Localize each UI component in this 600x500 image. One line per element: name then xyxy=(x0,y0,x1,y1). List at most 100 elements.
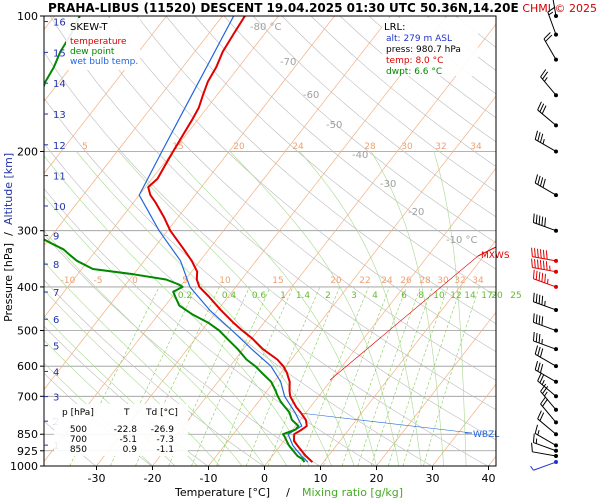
dry-adiabat-label: -30 xyxy=(380,179,396,190)
series-line-wet-bulb-temp xyxy=(138,16,309,463)
mixing-ratio-label: 1 xyxy=(280,291,286,301)
altitude-tick-label: 9 xyxy=(53,231,59,242)
wind-barb-feather xyxy=(534,174,539,184)
legend: SKEW-T temperature dew point wet bulb te… xyxy=(66,18,140,70)
wind-barb-feather xyxy=(537,410,542,420)
moist-adiabat-line xyxy=(44,289,220,466)
x-tick-label: 40 xyxy=(482,472,496,485)
table-row: 850 0.9 -1.1 xyxy=(70,445,174,455)
altitude-tick-label: 13 xyxy=(53,110,66,121)
mixing-ratio-line xyxy=(191,286,271,466)
isotherm-label: 15 xyxy=(272,276,283,286)
wind-barb xyxy=(532,292,558,312)
mixing-ratio-label: 0.2 xyxy=(178,291,192,301)
wind-barb-feather xyxy=(534,424,539,434)
wind-barb-feather xyxy=(541,216,544,226)
x-axis-title-temperature: Temperature [°C] xyxy=(174,486,270,499)
isotherm-label: 34 xyxy=(472,276,484,286)
copyright: CHMI © 2025 xyxy=(522,2,597,15)
dry-adiabat-label: -60 xyxy=(303,90,319,101)
wind-barb xyxy=(540,383,558,412)
wind-barb-feather xyxy=(547,6,556,13)
isotherm-label: 24 xyxy=(381,276,393,286)
wind-barb-staff xyxy=(534,353,557,367)
lrl-heading: LRL: xyxy=(384,22,405,33)
wind-barb-feather xyxy=(540,69,547,78)
wind-barb-staff xyxy=(534,432,557,446)
wind-barb-feather xyxy=(538,271,541,281)
x-tick-label: 20 xyxy=(370,472,384,485)
wind-barb-staff xyxy=(540,391,557,411)
wind-barb-staff xyxy=(533,461,557,471)
x-tick-label: -20 xyxy=(144,472,162,485)
wind-barb-feather xyxy=(545,34,553,42)
lrl-pressure: press: 980.7 hPa xyxy=(386,45,461,55)
mixing-ratio-line xyxy=(402,286,462,466)
wind-barb-feather xyxy=(539,260,542,270)
wind-barb-feather xyxy=(531,442,533,452)
lrl-dewpoint: dwpt: 6.6 °C xyxy=(386,67,442,77)
wind-barb-feather xyxy=(532,313,535,323)
wind-barb-feather xyxy=(538,294,541,304)
dry-adiabat-line xyxy=(44,188,376,466)
isotherm-label: 32 xyxy=(454,276,465,286)
mixing-ratio-label: 6 xyxy=(401,291,407,301)
x-tick-label: 30 xyxy=(426,472,440,485)
wind-barb-feather xyxy=(539,177,544,187)
dry-adiabat-line xyxy=(252,16,496,218)
y-tick-label: 700 xyxy=(17,390,38,403)
mixing-ratio-label: 4 xyxy=(372,291,378,301)
isotherm-line xyxy=(152,23,496,466)
lrl-temperature: temp: 8.0 °C xyxy=(386,56,443,66)
isotherm-line xyxy=(432,383,496,466)
wind-barb xyxy=(531,258,558,274)
isotherm-label: 5 xyxy=(82,142,88,152)
wind-barb-staff xyxy=(537,380,557,397)
plot-frame xyxy=(43,15,497,467)
y-axis-title-separator: / xyxy=(2,232,15,236)
wind-barb-staff xyxy=(533,321,557,332)
mixing-ratio-label: 20 xyxy=(491,291,503,301)
wind-barb-feather xyxy=(537,362,541,372)
isotherm-label: 20 xyxy=(330,276,342,286)
dry-adiabat-lines xyxy=(44,16,496,466)
dry-adiabat-line xyxy=(44,233,320,466)
wind-barb-feather xyxy=(539,363,544,373)
wind-barb xyxy=(534,174,558,198)
moist-adiabat-line xyxy=(44,230,265,466)
isotherm-label: 30 xyxy=(401,142,413,152)
wind-barb-feather xyxy=(536,248,539,258)
table-cell: 500 xyxy=(70,425,87,435)
altitude-tick-label: 12 xyxy=(53,141,66,152)
altitude-tick-label: 5 xyxy=(53,342,59,353)
wind-barb-feather xyxy=(541,295,544,305)
wind-barb xyxy=(534,130,558,154)
wind-barb-feather xyxy=(545,261,548,271)
dry-adiabat-line xyxy=(44,51,496,441)
y-axis-title-pressure: Pressure [hPa] xyxy=(2,243,15,322)
wind-barb-feather xyxy=(541,379,545,385)
y-axis-title: Pressure [hPa] / Altitude [km] xyxy=(2,153,15,322)
y-tick-label: 600 xyxy=(17,360,38,373)
wind-barb-staff xyxy=(534,369,557,383)
legend-wet-bulb: wet bulb temp. xyxy=(70,57,138,67)
chart-title: PRAHA-LIBUS (11520) DESCENT 19.04.2025 0… xyxy=(48,1,519,15)
wind-barb-staff xyxy=(537,109,557,126)
x-axis-title-mixing: Mixing ratio [g/kg] xyxy=(302,486,403,499)
wind-barb-feather xyxy=(532,269,535,279)
wind-barb-feather xyxy=(544,77,548,82)
wind-barb-feather xyxy=(542,249,545,259)
isotherm-label: 20 xyxy=(233,142,245,152)
mxws-label: MXWS xyxy=(481,251,510,261)
isotherm-line xyxy=(44,16,167,175)
wind-barb xyxy=(531,247,558,263)
wind-barb-feather xyxy=(532,213,535,223)
wind-barb-feather xyxy=(537,429,540,436)
moist-adiabat-line xyxy=(76,151,332,466)
wind-barb-feather xyxy=(541,272,544,282)
isotherm-label: 30 xyxy=(437,276,449,286)
wind-barb-staff xyxy=(547,11,557,35)
pressure-axis: 1000 925 850 700 600 500 400 300 200 100 xyxy=(10,10,44,473)
isotherm-label: 34 xyxy=(470,142,482,152)
